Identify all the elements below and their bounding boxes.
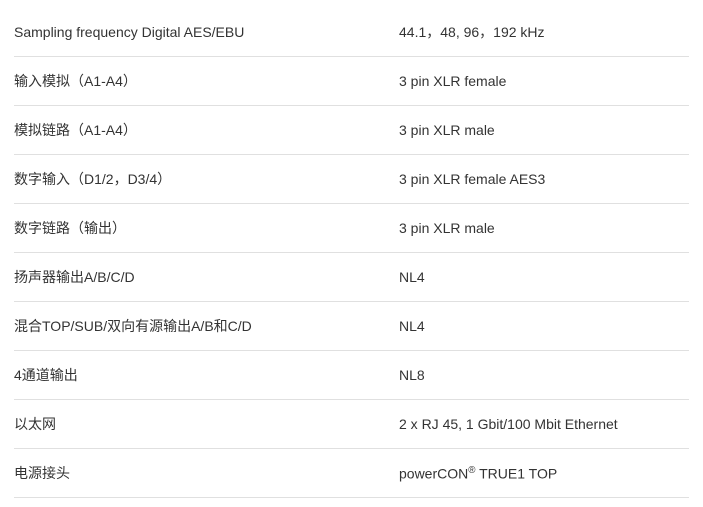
spec-value: 3 pin XLR female [399,73,689,89]
spec-label: 数字链路（输出） [14,218,399,238]
table-row: Sampling frequency Digital AES/EBU 44.1，… [14,8,689,57]
table-row: 混合TOP/SUB/双向有源输出A/B和C/D NL4 [14,302,689,351]
spec-value: powerCON® TRUE1 TOP [399,465,689,482]
table-row: 扬声器输出A/B/C/D NL4 [14,253,689,302]
table-row: 输入模拟（A1-A4） 3 pin XLR female [14,57,689,106]
spec-label: 混合TOP/SUB/双向有源输出A/B和C/D [14,316,399,336]
table-row: 电源接头 powerCON® TRUE1 TOP [14,449,689,498]
spec-value: NL4 [399,269,689,285]
spec-label: 4通道输出 [14,365,399,385]
spec-label: 输入模拟（A1-A4） [14,71,399,91]
table-row: 数字输入（D1/2，D3/4） 3 pin XLR female AES3 [14,155,689,204]
spec-value: 3 pin XLR male [399,122,689,138]
spec-value: NL8 [399,367,689,383]
spec-value: 3 pin XLR female AES3 [399,171,689,187]
spec-value: 3 pin XLR male [399,220,689,236]
spec-label: 扬声器输出A/B/C/D [14,267,399,287]
spec-label: 以太网 [14,414,399,434]
spec-label: Sampling frequency Digital AES/EBU [14,24,399,40]
table-row: 数字链路（输出） 3 pin XLR male [14,204,689,253]
table-row: 以太网 2 x RJ 45, 1 Gbit/100 Mbit Ethernet [14,400,689,449]
spec-table: Sampling frequency Digital AES/EBU 44.1，… [14,8,689,498]
table-row: 4通道输出 NL8 [14,351,689,400]
spec-label: 数字输入（D1/2，D3/4） [14,169,399,189]
spec-value: 44.1，48, 96，192 kHz [399,22,689,42]
table-row: 模拟链路（A1-A4） 3 pin XLR male [14,106,689,155]
spec-value: NL4 [399,318,689,334]
spec-value: 2 x RJ 45, 1 Gbit/100 Mbit Ethernet [399,416,689,432]
spec-label: 模拟链路（A1-A4） [14,120,399,140]
spec-label: 电源接头 [14,463,399,483]
